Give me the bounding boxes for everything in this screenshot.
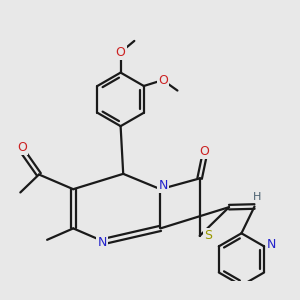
Text: N: N xyxy=(97,236,107,249)
Text: N: N xyxy=(267,238,276,251)
Text: O: O xyxy=(158,74,168,87)
Text: N: N xyxy=(158,179,168,192)
Text: H: H xyxy=(253,192,261,203)
Text: O: O xyxy=(116,46,125,59)
Text: O: O xyxy=(200,145,209,158)
Text: O: O xyxy=(17,141,27,154)
Text: S: S xyxy=(204,230,212,242)
